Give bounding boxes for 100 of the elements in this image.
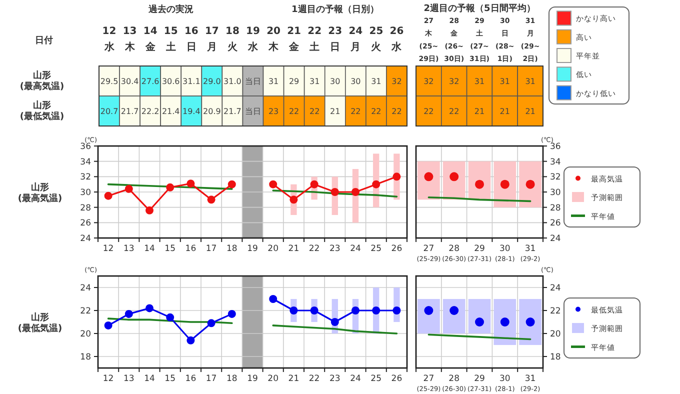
data-label: 30: [330, 77, 340, 86]
y-tick-label: 20: [550, 330, 561, 340]
x-tick-label: 19: [247, 374, 258, 384]
x-tick-label: 16: [185, 374, 196, 384]
data-label: 21.7: [120, 107, 139, 116]
point: [352, 306, 360, 314]
data-label: 22: [392, 107, 402, 116]
point: [290, 306, 298, 314]
point: [207, 196, 216, 204]
data-label: 19.4: [182, 107, 200, 116]
x-tick-label: 31 (29-2): [520, 244, 540, 263]
y-tick-label: 18: [80, 352, 91, 362]
data-label: 21: [474, 107, 485, 116]
data-label: 31: [525, 77, 536, 86]
x-tick-label: 13: [123, 374, 134, 384]
x-tick-label: 30 (28-1): [494, 374, 515, 393]
data-label: 22: [288, 107, 300, 116]
text: 当日: [245, 77, 261, 86]
x-tick-label: 12: [102, 244, 114, 254]
x-tick-label: 25 火: [369, 26, 384, 53]
y-tick-label: 28: [550, 203, 561, 214]
text: 当日: [245, 107, 261, 116]
x-axis-title: 日付: [35, 35, 53, 46]
y-tick-label: 24: [550, 234, 561, 244]
data-label: 31: [474, 77, 485, 86]
x-tick-label: 12: [102, 374, 114, 384]
x-tick-label: 26: [391, 374, 402, 384]
data-label: 29: [288, 77, 300, 86]
point: [228, 310, 236, 318]
x-tick-label: 21 金: [287, 26, 302, 53]
x-tick-label: 19: [247, 244, 258, 254]
y-tick-label: 36: [80, 142, 91, 152]
x-tick-label: 26 水: [390, 26, 404, 53]
x-tick-label: 18 火: [226, 26, 240, 53]
data-label: 22: [310, 107, 320, 116]
point: [146, 206, 154, 214]
text: 過去の実況: [147, 4, 194, 15]
data-label: 22: [449, 107, 460, 116]
x-tick-label: 15: [164, 374, 176, 384]
y-tick-label: 30: [550, 188, 561, 198]
x-tick-label: 24: [350, 244, 361, 254]
x-tick-label: 18: [226, 374, 238, 384]
y-tick-label: 26: [80, 218, 91, 229]
x-tick-label: 20: [268, 244, 279, 254]
point: [269, 180, 278, 188]
x-tick-label: 13: [123, 244, 134, 254]
point: [186, 180, 195, 188]
data-label: 21.4: [162, 107, 180, 116]
point: [372, 306, 380, 314]
data-label: 22.2: [141, 107, 160, 116]
x-tick-label: 23: [329, 244, 340, 254]
x-tick-label: 14: [144, 244, 155, 254]
x-tick-label: 24 月: [348, 26, 363, 53]
data-label: 29.0: [203, 77, 221, 86]
data-label: 32: [424, 77, 434, 86]
x-tick-label: 20 木: [266, 26, 281, 53]
point: [104, 321, 112, 330]
y-tick-label: 36: [550, 142, 561, 152]
point: [372, 180, 380, 188]
point: [330, 188, 339, 196]
data-label: 31: [268, 77, 279, 86]
x-tick-label: 30 (28-1): [494, 244, 515, 263]
data-label: 31: [500, 77, 510, 86]
x-tick-label: 26: [391, 244, 402, 254]
data-label: 32: [449, 77, 460, 86]
data-label: 31.1: [182, 77, 200, 86]
data-label: 27.6: [141, 77, 160, 86]
x-tick-label: 17: [206, 374, 217, 384]
data-label: 30: [350, 77, 361, 86]
point: [186, 336, 195, 344]
data-label: 21.7: [224, 107, 242, 116]
x-tick-label: 14 金: [143, 26, 158, 53]
x-tick-label: 22 土: [308, 26, 322, 53]
x-tick-label: 12 水: [102, 26, 116, 53]
data-label: 30.6: [162, 77, 180, 86]
data-label: 31: [371, 77, 382, 86]
x-tick-label: 23 日: [328, 26, 342, 53]
x-tick-label: 20: [268, 374, 279, 384]
x-tick-label: 13 木: [122, 26, 137, 53]
y-tick-label: 30: [80, 188, 91, 198]
x-tick-label: 22: [308, 244, 320, 254]
y-tick-label: 34: [80, 157, 91, 168]
point: [310, 306, 318, 314]
x-tick-label: 21: [288, 374, 300, 384]
y-tick-label: 22: [80, 306, 91, 316]
x-tick-label: 27 (25-29): [416, 374, 441, 393]
x-tick-label: 21: [288, 244, 300, 254]
x-tick-label: 16 日: [184, 26, 198, 53]
data-label: 30.4: [120, 77, 139, 86]
x-tick-label: 25: [370, 244, 382, 254]
y-tick-label: 34: [550, 157, 561, 168]
data-label: 31: [310, 77, 320, 86]
data-label: 21: [525, 107, 536, 116]
y-tick-label: 24: [550, 284, 561, 294]
data-label: 29.5: [100, 77, 118, 86]
data-label: 21: [330, 107, 340, 116]
point: [146, 304, 154, 312]
x-tick-label: 28 (26-30): [442, 374, 466, 393]
x-tick-label: 14: [144, 374, 155, 384]
x-tick-label: 29 (27-31): [468, 244, 492, 263]
